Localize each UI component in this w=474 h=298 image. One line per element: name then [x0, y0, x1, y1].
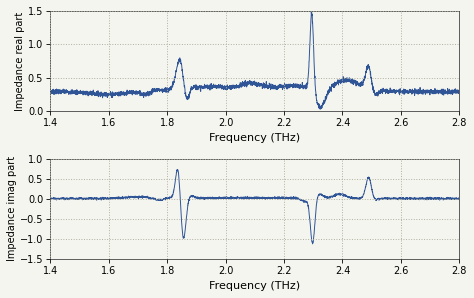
Y-axis label: Impedance imag part: Impedance imag part [7, 156, 17, 261]
X-axis label: Frequency (THz): Frequency (THz) [209, 281, 301, 291]
Y-axis label: Impedance real part: Impedance real part [15, 11, 25, 111]
X-axis label: Frequency (THz): Frequency (THz) [209, 134, 301, 143]
